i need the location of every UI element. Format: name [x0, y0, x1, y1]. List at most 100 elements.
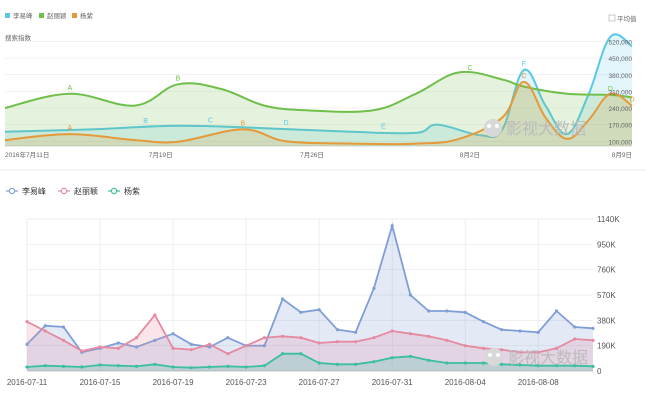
bottom-data-point[interactable]	[372, 286, 376, 290]
bottom-data-point[interactable]	[61, 338, 66, 342]
bottom-data-point[interactable]	[25, 320, 29, 324]
bottom-data-point[interactable]	[262, 364, 266, 368]
bottom-data-point[interactable]	[335, 340, 339, 344]
bottom-data-point[interactable]	[226, 364, 230, 368]
bottom-data-point[interactable]	[536, 364, 540, 368]
bottom-data-point[interactable]	[445, 338, 449, 342]
bottom-data-point[interactable]	[573, 325, 577, 329]
bottom-data-point[interactable]	[335, 362, 339, 366]
bottom-data-point[interactable]	[207, 342, 212, 346]
bottom-data-point[interactable]	[189, 348, 193, 352]
bottom-data-point[interactable]	[153, 313, 157, 317]
bottom-data-point[interactable]	[554, 364, 559, 368]
bottom-data-point[interactable]	[153, 362, 157, 366]
top-annotation-marker[interactable]: C	[467, 65, 472, 72]
bottom-data-point[interactable]	[500, 328, 504, 332]
bottom-data-point[interactable]	[80, 365, 84, 369]
bottom-data-point[interactable]	[390, 356, 394, 360]
bottom-series-line-0[interactable]	[26, 222, 594, 354]
bottom-data-point[interactable]	[372, 336, 376, 340]
bottom-data-point[interactable]	[43, 329, 47, 333]
bottom-data-point[interactable]	[408, 354, 413, 358]
bottom-data-point[interactable]	[445, 309, 449, 313]
bottom-data-point[interactable]	[226, 336, 230, 340]
top-annotation-marker[interactable]: D	[284, 120, 289, 127]
bottom-data-point[interactable]	[116, 364, 120, 368]
bottom-data-point[interactable]	[408, 293, 413, 297]
bottom-data-point[interactable]	[518, 329, 522, 333]
bottom-data-point[interactable]	[335, 328, 339, 332]
top-annotation-marker[interactable]: C	[521, 73, 526, 80]
bottom-data-point[interactable]	[171, 332, 175, 336]
bottom-data-point[interactable]	[61, 325, 66, 329]
bottom-data-point[interactable]	[116, 341, 120, 345]
bottom-data-point[interactable]	[390, 224, 394, 228]
bottom-data-point[interactable]	[189, 342, 193, 346]
bottom-data-point[interactable]	[25, 342, 29, 346]
bottom-data-point[interactable]	[116, 346, 120, 350]
bottom-data-point[interactable]	[299, 310, 303, 314]
bottom-data-point[interactable]	[171, 365, 175, 369]
bottom-data-point[interactable]	[463, 310, 467, 314]
bottom-data-point[interactable]	[354, 330, 358, 334]
bottom-data-point[interactable]	[518, 363, 522, 367]
bottom-legend-label-2[interactable]: 杨紫	[124, 186, 140, 196]
top-legend-label-1[interactable]: 赵丽颖	[47, 11, 67, 20]
bottom-data-point[interactable]	[317, 341, 321, 345]
bottom-data-point[interactable]	[134, 364, 139, 368]
bottom-data-point[interactable]	[61, 364, 66, 368]
top-legend-label-2[interactable]: 杨紫	[80, 11, 94, 20]
bottom-data-point[interactable]	[98, 345, 102, 349]
bottom-data-point[interactable]	[354, 340, 358, 344]
top-annotation-marker[interactable]: F	[522, 61, 526, 68]
bottom-data-point[interactable]	[427, 358, 431, 362]
top-annotation-marker[interactable]: D	[608, 86, 613, 93]
bottom-data-point[interactable]	[189, 366, 193, 370]
bottom-data-point[interactable]	[80, 349, 84, 353]
bottom-data-point[interactable]	[463, 361, 467, 365]
bottom-data-point[interactable]	[573, 337, 577, 341]
bottom-legend-label-0[interactable]: 李易峰	[22, 186, 46, 196]
bottom-data-point[interactable]	[573, 364, 577, 368]
bottom-data-point[interactable]	[134, 336, 139, 340]
bottom-data-point[interactable]	[244, 365, 248, 369]
bottom-data-point[interactable]	[591, 338, 595, 342]
bottom-data-point[interactable]	[299, 336, 303, 340]
bottom-data-point[interactable]	[390, 329, 394, 333]
bottom-data-point[interactable]	[43, 364, 47, 368]
bottom-data-point[interactable]	[281, 297, 285, 301]
bottom-data-point[interactable]	[281, 334, 285, 338]
bottom-data-point[interactable]	[518, 350, 522, 354]
bottom-data-point[interactable]	[262, 336, 266, 340]
bottom-data-point[interactable]	[427, 334, 431, 338]
bottom-data-point[interactable]	[98, 363, 102, 367]
bottom-data-point[interactable]	[591, 326, 595, 330]
bottom-data-point[interactable]	[25, 365, 29, 369]
top-annotation-marker[interactable]: A	[68, 85, 73, 92]
top-legend-label-0[interactable]: 李易峰	[13, 11, 33, 20]
top-series-line-1[interactable]	[4, 70, 633, 113]
top-annotation-marker[interactable]: E	[381, 123, 386, 130]
top-series-line-2[interactable]	[4, 80, 633, 146]
top-series-line-0[interactable]	[4, 33, 633, 139]
bottom-data-point[interactable]	[171, 346, 175, 350]
bottom-data-point[interactable]	[481, 346, 486, 350]
bottom-data-point[interactable]	[262, 344, 266, 348]
top-annotation-marker[interactable]: B	[143, 118, 148, 125]
bottom-data-point[interactable]	[317, 361, 321, 365]
top-annotation-marker[interactable]: D	[629, 97, 634, 104]
top-annotation-marker[interactable]: A	[68, 125, 73, 132]
bottom-data-point[interactable]	[554, 309, 559, 313]
bottom-data-point[interactable]	[591, 364, 595, 368]
bottom-data-point[interactable]	[500, 362, 504, 366]
bottom-data-point[interactable]	[408, 332, 413, 336]
bottom-data-point[interactable]	[299, 352, 303, 356]
bottom-legend-label-1[interactable]: 赵丽颖	[74, 186, 98, 196]
bottom-data-point[interactable]	[153, 338, 157, 342]
top-annotation-marker[interactable]: C	[208, 118, 213, 125]
avg-toggle-label[interactable]: 平均值	[617, 14, 637, 23]
bottom-data-point[interactable]	[354, 362, 358, 366]
bottom-data-point[interactable]	[317, 308, 321, 312]
bottom-data-point[interactable]	[372, 360, 376, 364]
bottom-data-point[interactable]	[244, 344, 248, 348]
